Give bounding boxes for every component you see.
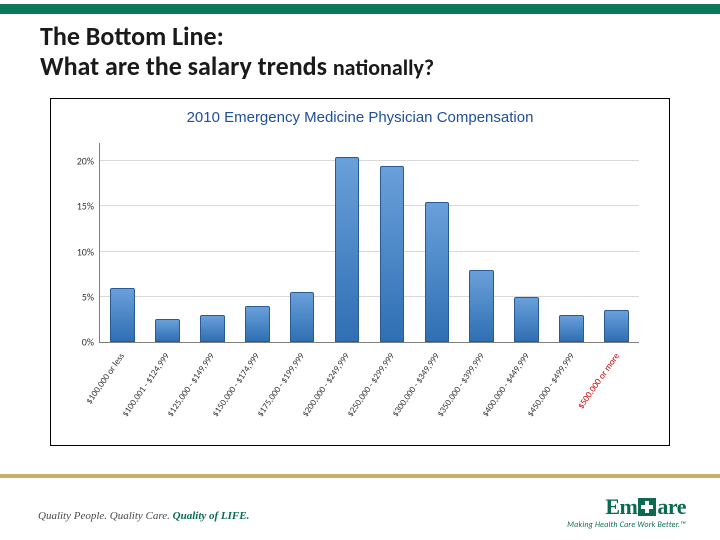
bar [604,310,629,342]
y-tick-label: 5% [60,290,94,303]
slide-title: The Bottom Line: What are the salary tre… [40,22,680,82]
chart-title: 2010 Emergency Medicine Physician Compen… [51,109,669,126]
slide: The Bottom Line: What are the salary tre… [0,0,720,540]
x-tick-label: $500,000 or more [575,351,622,411]
bar [559,315,584,342]
title-line-2b: nationally? [333,54,434,81]
y-tick-label: 0% [60,336,94,349]
bar [469,270,494,342]
chart-container: 2010 Emergency Medicine Physician Compen… [50,98,670,446]
medical-cross-icon [638,498,656,516]
bar [290,292,315,342]
logo-text-a: Em [605,494,637,519]
y-tick-label: 15% [60,200,94,213]
y-tick-label: 10% [60,245,94,258]
title-line-2a: What are the salary trends [40,50,333,82]
x-tick-label: $200,000 - $249,999 [299,351,351,419]
bar [514,297,539,342]
y-tick-label: 20% [60,155,94,168]
logo-text-b: are [657,494,686,519]
x-tick-label: $175,000 - $199,999 [254,351,306,419]
bar [245,306,270,342]
bar [110,288,135,342]
x-tick-label: $300,000 - $349,999 [389,351,441,419]
x-tick-label: $100,001 - $124,999 [119,351,171,419]
slide-footer: Quality People. Quality Care. Quality of… [0,462,720,540]
x-tick-label: $150,000 - $174,999 [209,351,261,419]
tagline-part-1: Quality People. [38,510,110,522]
title-line-1: The Bottom Line: [40,22,680,52]
top-accent-bar [0,4,720,14]
bar [335,157,360,342]
bar [425,202,450,342]
bar [380,166,405,342]
logo-sub: Making Health Care Work Better.™ [496,520,686,530]
footer-tagline: Quality People. Quality Care. Quality of… [38,510,249,522]
chart-x-labels: $100,000 or less$100,001 - $124,999$125,… [99,347,639,441]
tagline-part-2: Quality Care. [110,510,173,522]
chart-plot-area: 0%5%10%15%20% [99,143,639,343]
x-tick-label: $350,000 - $399,999 [434,351,486,419]
title-line-2: What are the salary trends nationally? [40,52,680,82]
bar [155,319,180,342]
chart-bars [100,143,639,342]
bar [200,315,225,342]
footer-logo: Emare Making Health Care Work Better.™ [496,494,686,530]
x-tick-label: $450,000 - $499,999 [524,351,576,419]
x-tick-label: $100,000 or less [83,351,126,406]
tagline-part-3: Quality of LIFE. [173,510,250,522]
x-tick-label: $125,000 - $149,999 [164,351,216,419]
logo-main: Emare [496,494,686,520]
footer-accent-line [0,474,720,478]
x-tick-label: $400,000 - $449,999 [479,351,531,419]
x-tick-label: $250,000 - $299,999 [344,351,396,419]
